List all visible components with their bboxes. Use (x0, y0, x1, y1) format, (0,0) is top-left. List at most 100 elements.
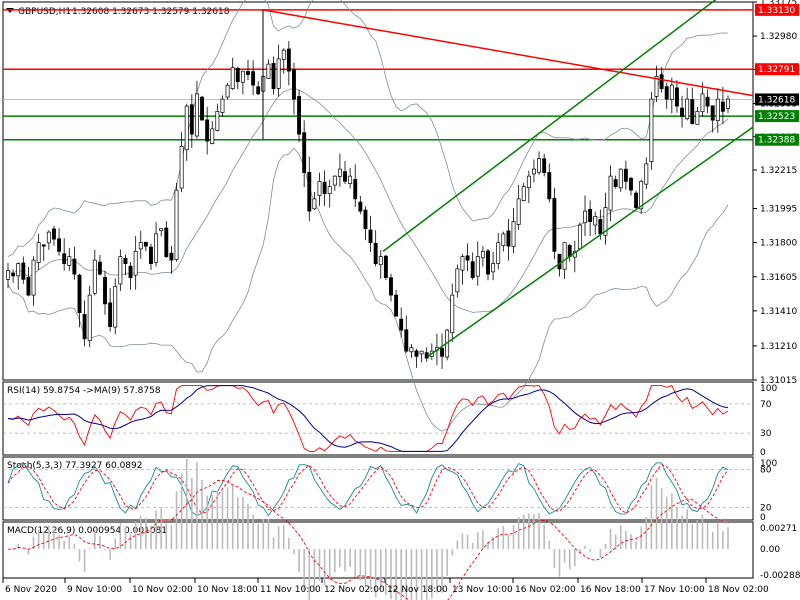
candle-body (639, 181, 644, 210)
resistance-line[interactable] (262, 9, 754, 97)
candle-body (194, 93, 199, 137)
candle-body (547, 172, 552, 200)
candle-body (307, 171, 312, 212)
candle-body (516, 198, 521, 225)
candle-body (256, 86, 261, 95)
price-level-value: 1.32388 (758, 136, 795, 146)
candle-body (399, 318, 404, 331)
candle-body (404, 329, 409, 352)
x-tick-label: 17 Nov 10:00 (644, 585, 705, 595)
rsi-ma-line (7, 385, 729, 452)
candle-body (46, 231, 51, 244)
candle-body (41, 244, 46, 247)
candle-body (440, 348, 444, 357)
candle-body (31, 259, 36, 296)
candle-body (77, 274, 82, 313)
x-tick-label: 16 Nov 18:00 (580, 585, 641, 595)
candle-body (486, 250, 490, 275)
candle-body (302, 132, 307, 173)
candle-body (649, 98, 654, 163)
candle-body (608, 175, 613, 211)
bollinger-lower (7, 147, 729, 432)
candle-body (654, 76, 659, 97)
candle-body (618, 168, 623, 189)
candle-body (133, 251, 138, 276)
stochastic-label: Stoch(5,3,3) 77.3927 60.0892 (7, 461, 142, 471)
candle-body (179, 146, 184, 189)
x-tick-label: 18 Nov 02:00 (708, 585, 769, 595)
candle-body (715, 98, 720, 121)
price-level-tag (755, 110, 799, 123)
candle-body (480, 251, 485, 259)
candle-body (537, 158, 542, 173)
candle-body (327, 186, 332, 194)
y-tick-label: 0.00271 (760, 524, 797, 534)
candle-body (720, 101, 725, 112)
candle-body (118, 256, 123, 285)
candle-body (97, 261, 102, 275)
candle-body (465, 255, 470, 261)
stoch-main-line (7, 461, 729, 517)
candle-body (358, 201, 363, 212)
rsi-line (7, 385, 729, 452)
candle-body (138, 242, 143, 250)
x-tick-label: 10 Nov 02:00 (132, 585, 193, 595)
candle-body (251, 71, 256, 86)
candle-body (506, 230, 511, 247)
y-tick-label: 1.31210 (760, 342, 797, 352)
candle-body (174, 189, 179, 260)
main-panel[interactable] (2, 1, 754, 381)
candle-body (26, 277, 31, 296)
candle-body (623, 168, 628, 182)
candle-body (16, 263, 21, 277)
y-tick-label: 1.31605 (760, 273, 797, 283)
channel-lower[interactable] (427, 126, 754, 357)
candle-body (113, 286, 118, 328)
candle-body (450, 294, 455, 334)
channel-upper[interactable] (382, 0, 753, 252)
macd-panel[interactable] (2, 521, 754, 579)
candle-body (383, 255, 388, 278)
candle-body (128, 265, 133, 278)
candle-body (159, 228, 164, 232)
candle-body (562, 242, 567, 270)
x-tick-label: 9 Nov 10:00 (67, 585, 122, 595)
candle-body (634, 192, 639, 208)
x-tick-label: 11 Nov 10:00 (260, 585, 321, 595)
candle-body (57, 238, 62, 252)
candle-body (72, 258, 77, 275)
y-tick-label: 30 (760, 429, 772, 439)
candle-body (164, 227, 169, 257)
rsi-label: RSI(14) 59.8754 ->MA(9) 57.8758 (7, 386, 161, 396)
candle-body (143, 241, 148, 247)
candle-body (664, 86, 669, 100)
candle-body (353, 179, 358, 200)
x-tick-label: 10 Nov 18:00 (197, 585, 258, 595)
candle-body (475, 256, 480, 277)
candle-body (389, 277, 393, 296)
candle-body (103, 276, 107, 305)
candle-body (669, 84, 674, 100)
candle-body (230, 67, 235, 89)
candle-body (281, 49, 286, 60)
candle-body (368, 229, 373, 243)
candle-body (363, 209, 368, 229)
candle-body (184, 105, 189, 151)
candle-body (271, 63, 276, 89)
candle-body (726, 98, 730, 109)
price-level-tag (755, 63, 799, 76)
symbol-label: GBPUSD,H1 (18, 7, 71, 17)
y-tick-label: 0.00 (760, 545, 780, 555)
stoch-signal-line (7, 464, 729, 515)
x-tick-label: 12 Nov 18:00 (387, 585, 448, 595)
candle-body (583, 210, 587, 224)
candle-body (21, 262, 26, 280)
y-tick-label: 70 (760, 400, 772, 410)
candle-body (343, 171, 347, 182)
candle-body (588, 209, 593, 222)
candle-body (266, 63, 271, 79)
y-tick-label: 0 (760, 448, 766, 458)
x-tick-label: 12 Nov 02:00 (324, 585, 385, 595)
candle-body (394, 294, 399, 317)
